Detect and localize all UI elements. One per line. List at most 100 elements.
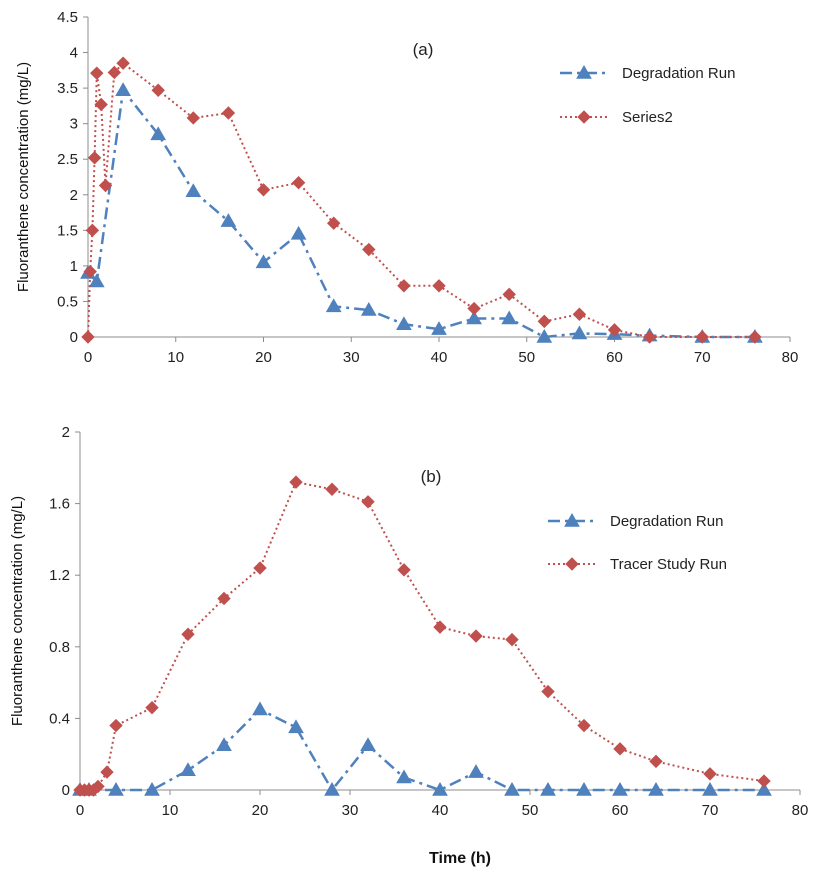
data-point [501, 310, 518, 325]
panel-label: (a) [413, 40, 434, 59]
legend-label: Series2 [622, 109, 673, 126]
y-tick-label: 1.5 [57, 222, 78, 239]
data-point [324, 781, 340, 796]
series-line-1 [87, 87, 755, 339]
data-point [255, 254, 272, 269]
data-point [150, 126, 167, 141]
data-point [576, 781, 592, 796]
data-point [145, 700, 159, 715]
y-tick-label: 0.8 [49, 639, 70, 656]
y-tick-label: 0 [62, 782, 70, 799]
data-point [571, 325, 588, 340]
x-tick-label: 70 [702, 802, 719, 819]
data-point [397, 279, 411, 293]
chart-panel-2: 00.40.81.21.620 10 20 30 40 50 60 70 80Fluoranth… [9, 424, 808, 867]
y-tick-label: 2.5 [57, 151, 78, 168]
data-point [326, 216, 341, 230]
data-point [360, 737, 376, 751]
x-tick-label: 50 [518, 349, 535, 366]
data-point [107, 65, 122, 80]
data-point [85, 223, 100, 238]
data-point [180, 762, 196, 777]
data-point [291, 175, 306, 190]
data-point [396, 316, 412, 330]
data-point [91, 779, 105, 794]
panel-label: (b) [421, 467, 442, 486]
x-tick-label: 60 [612, 802, 629, 819]
data-point [81, 330, 95, 344]
x-tick-label: 20 [255, 349, 272, 366]
data-point [649, 754, 663, 769]
x-tick-label: 30 [343, 349, 360, 366]
data-point [432, 781, 448, 796]
data-point [116, 56, 130, 70]
data-point [151, 83, 165, 97]
x-tick-label: 80 [792, 802, 809, 819]
x-tick-label: 10 [167, 349, 184, 366]
y-tick-label: 4 [70, 45, 78, 62]
data-point [360, 301, 377, 316]
data-point [108, 781, 124, 796]
x-tick-label: 40 [431, 349, 448, 366]
y-tick-label: 1.6 [49, 496, 70, 513]
data-point [362, 242, 376, 257]
legend-marker [565, 557, 579, 571]
data-point [220, 213, 237, 227]
data-point [695, 330, 709, 344]
y-tick-label: 3.5 [57, 80, 78, 97]
legend-marker [564, 512, 580, 527]
data-point [115, 82, 131, 96]
data-point [325, 298, 342, 313]
x-tick-label: 20 [252, 802, 269, 819]
data-point [468, 764, 484, 778]
data-point [186, 111, 201, 125]
legend-label: Tracer Study Run [610, 556, 727, 573]
data-point [396, 769, 412, 784]
x-tick-label: 30 [342, 802, 359, 819]
x-tick-label: 70 [694, 349, 711, 366]
data-point [433, 620, 447, 634]
data-point [702, 781, 718, 796]
series-line-2 [87, 61, 755, 338]
x-tick-label: 0 [84, 349, 92, 366]
data-point [98, 178, 113, 193]
data-point [216, 737, 232, 751]
data-point [290, 225, 307, 240]
data-point [536, 328, 553, 343]
y-tick-label: 4.5 [57, 9, 78, 26]
y-tick-label: 0.4 [49, 710, 70, 727]
data-point [288, 719, 304, 734]
data-point [612, 781, 628, 796]
x-tick-label: 0 [76, 802, 84, 819]
data-point [537, 314, 552, 329]
data-point [432, 279, 446, 293]
data-point [431, 321, 447, 335]
data-point [613, 742, 627, 756]
data-point [90, 66, 104, 80]
data-point [757, 774, 771, 788]
y-axis-label: Fluoranthene concentration (mg/L) [9, 496, 26, 726]
series-line-1 [80, 707, 764, 793]
legend-marker [577, 110, 591, 124]
x-tick-label: 50 [522, 802, 539, 819]
x-tick-label: 10 [162, 802, 179, 819]
x-tick-label: 80 [782, 349, 799, 366]
data-point [144, 781, 160, 796]
data-point [83, 264, 97, 279]
data-point [361, 495, 375, 509]
data-point [466, 310, 482, 325]
data-point [87, 151, 102, 165]
data-point [252, 701, 268, 716]
y-tick-label: 1.2 [49, 567, 70, 584]
data-point [397, 563, 411, 577]
data-point [607, 323, 622, 337]
data-point [502, 287, 516, 302]
data-point [467, 301, 481, 316]
y-tick-label: 0.5 [57, 293, 78, 310]
data-point [100, 765, 114, 779]
data-point [756, 781, 772, 796]
data-point [289, 475, 303, 489]
x-tick-label: 40 [432, 802, 449, 819]
